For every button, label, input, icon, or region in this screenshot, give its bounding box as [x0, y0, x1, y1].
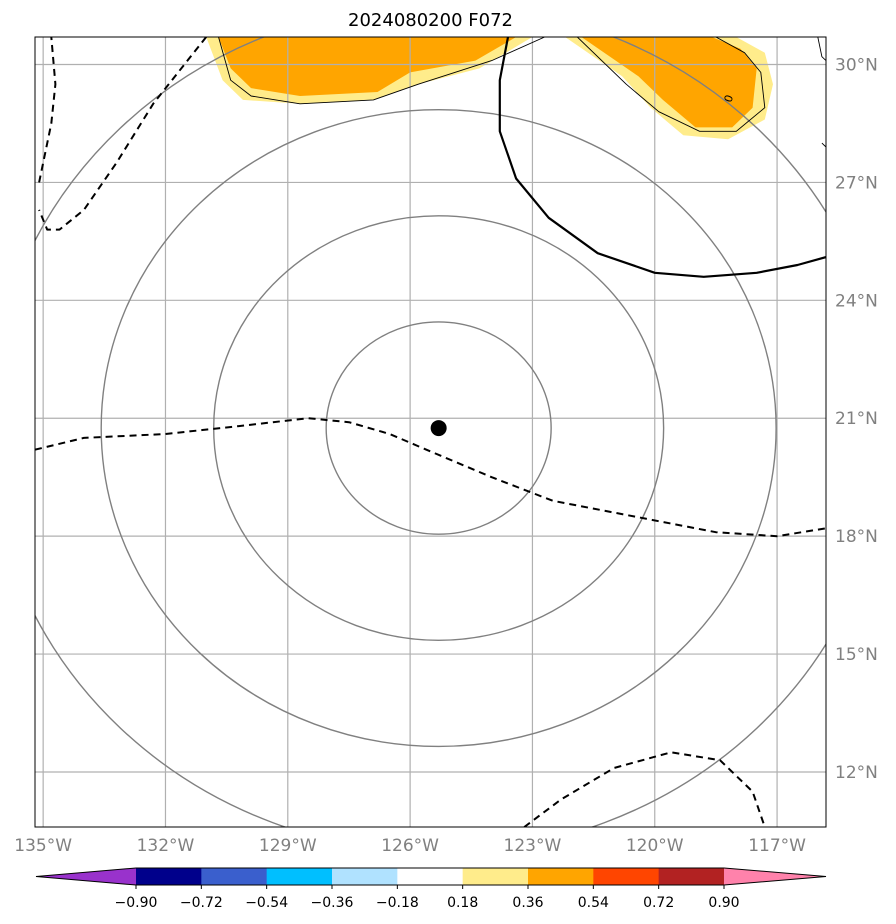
range-ring	[100, 109, 777, 748]
lon-tick-label: 120°W	[626, 836, 684, 856]
contour-dashed	[35, 417, 826, 538]
range-ring	[325, 321, 552, 535]
colorbar-bin	[397, 868, 464, 885]
chart-title: 2024080200 F072	[348, 10, 513, 31]
colorbar-bin	[462, 868, 529, 885]
shaded-region	[218, 37, 517, 96]
lat-tick-label: 18°N	[835, 527, 878, 547]
shaded-region	[581, 37, 757, 128]
colorbar-tick-label: −0.18	[376, 895, 419, 911]
lon-tick-label: 135°W	[14, 836, 72, 856]
colorbar-tick-label: −0.72	[180, 895, 223, 911]
contour-thin	[576, 37, 766, 132]
lon-tick-label: 123°W	[504, 836, 562, 856]
colorbar-bin	[593, 868, 660, 885]
colorbar: −0.90 −0.72 −0.54 −0.36 −0.18 0.18 0.36 0.54 0.7…	[35, 867, 827, 911]
colorbar-tick-label: 0.72	[643, 895, 674, 911]
lat-tick-label: 12°N	[835, 763, 878, 783]
lat-tick-label: 30°N	[835, 56, 878, 76]
lat-tick-label: 27°N	[835, 173, 878, 193]
map-frame	[34, 36, 827, 828]
map-plot-area: 0	[35, 37, 826, 827]
lat-tick-label: 15°N	[835, 645, 878, 665]
colorbar-tick-label: 0.90	[708, 895, 739, 911]
colorbar-bin	[332, 868, 398, 885]
contour-thin	[817, 37, 826, 61]
lat-tick-label: 24°N	[835, 291, 878, 311]
contour-dashed	[38, 37, 57, 183]
contour-thin	[821, 142, 826, 148]
contour-thin	[218, 37, 545, 105]
colorbar-tick-label: −0.54	[245, 895, 288, 911]
contour-dashed	[523, 751, 766, 827]
lon-tick-label: 132°W	[137, 836, 195, 856]
axis-tick-labels: 135°W 132°W 129°W 126°W 123°W 120°W 117°W 30°N 2…	[14, 56, 878, 856]
colorbar-bin	[528, 868, 594, 885]
colorbar-bin	[266, 868, 333, 885]
colorbar-bin	[201, 868, 268, 885]
contour-solid	[498, 37, 826, 278]
contour-label: 0	[722, 93, 737, 104]
colorbar-tick-label: 0.36	[512, 895, 543, 911]
colorbar-extend-low	[36, 868, 136, 885]
lon-tick-label: 126°W	[381, 836, 439, 856]
lon-tick-label: 129°W	[259, 836, 317, 856]
contour-dashed	[38, 37, 207, 231]
colorbar-tick-label: −0.36	[311, 895, 354, 911]
colorbar-tick-label: −0.90	[115, 895, 158, 911]
lon-tick-label: 117°W	[748, 836, 806, 856]
colorbar-bin	[136, 868, 202, 885]
colorbar-tick-label: 0.18	[447, 895, 478, 911]
colorbar-extend-high	[724, 868, 826, 885]
storm-center-marker	[430, 420, 447, 437]
lat-tick-label: 21°N	[835, 409, 878, 429]
colorbar-tick-label: 0.54	[578, 895, 609, 911]
colorbar-bin	[658, 868, 725, 885]
